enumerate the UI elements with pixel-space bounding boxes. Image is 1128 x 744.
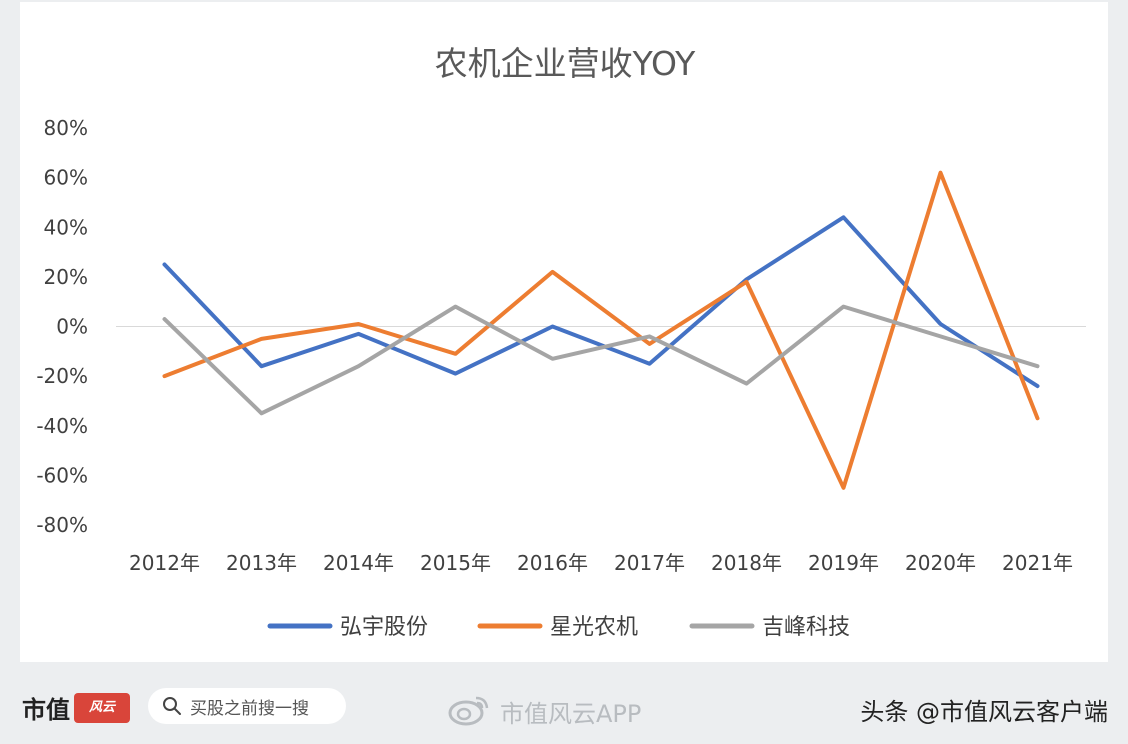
x-tick-label: 2018年: [711, 551, 782, 575]
y-tick-label: 20%: [44, 265, 88, 289]
series-line-星光农机: [162, 170, 1040, 490]
y-tick-label: -40%: [36, 414, 88, 438]
y-tick-label: 60%: [44, 166, 88, 190]
plot-area: [162, 170, 1040, 490]
y-axis: 80% 60% 40% 20% 0% -20% -40% -60% -80%: [36, 116, 1086, 537]
legend-label: 吉峰科技: [762, 615, 850, 640]
y-tick-label: -80%: [36, 513, 88, 537]
footer-bar: 市值 风云 买股之前搜一搜 市值风云APP 头条 @市值风云客户端: [0, 662, 1128, 744]
chart: 农机企业营收YOY 80% 60% 40% 20% 0% -20% -40% -60% -80%…: [36, 44, 1086, 640]
y-tick-label: -60%: [36, 463, 88, 487]
x-tick-label: 2021年: [1002, 551, 1073, 575]
legend-label: 弘宇股份: [340, 615, 428, 640]
x-tick-label: 2015年: [420, 551, 491, 575]
search-placeholder: 买股之前搜一搜: [190, 698, 309, 719]
series-line-弘宇股份: [162, 215, 1040, 389]
y-tick-label: 0%: [56, 315, 88, 339]
x-tick-label: 2020年: [905, 551, 976, 575]
search-box[interactable]: 买股之前搜一搜: [148, 688, 346, 724]
x-axis: 2012年 2013年 2014年 2015年 2016年 2017年 2018年 2019年…: [129, 551, 1073, 575]
brand-logo: 市值 风云: [22, 690, 130, 725]
x-tick-label: 2017年: [614, 551, 685, 575]
search-icon: [163, 697, 181, 715]
brand-name: 市值: [22, 696, 70, 724]
weibo-icon: [448, 696, 489, 726]
x-tick-label: 2013年: [226, 551, 297, 575]
source-credit: 头条 @市值风云客户端: [860, 698, 1108, 726]
chart-card: 农机企业营收YOY 80% 60% 40% 20% 0% -20% -40% -60% -80%…: [20, 2, 1108, 662]
x-tick-label: 2019年: [808, 551, 879, 575]
y-tick-label: -20%: [36, 364, 88, 388]
app-name-watermark: 市值风云APP: [500, 700, 642, 728]
y-tick-label: 80%: [44, 116, 88, 140]
x-tick-label: 2016年: [517, 551, 588, 575]
x-tick-label: 2014年: [323, 551, 394, 575]
y-tick-label: 40%: [44, 215, 88, 239]
chart-title: 农机企业营收YOY: [435, 44, 697, 83]
series-line-吉峰科技: [162, 304, 1040, 416]
legend: 弘宇股份 星光农机 吉峰科技: [267, 615, 850, 640]
x-tick-label: 2012年: [129, 551, 200, 575]
legend-label: 星光农机: [550, 615, 638, 640]
brand-seal: 风云: [74, 692, 130, 723]
